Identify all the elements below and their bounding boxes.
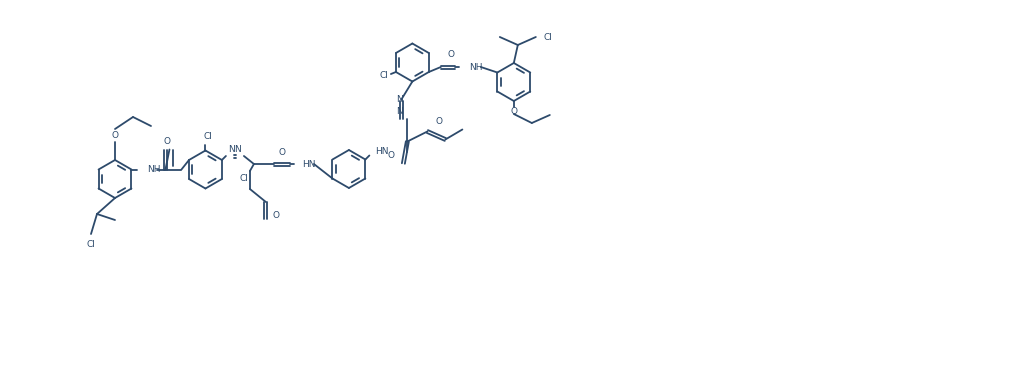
Text: Cl: Cl — [239, 174, 248, 183]
Text: O: O — [279, 148, 286, 157]
Text: NH: NH — [147, 165, 161, 174]
Text: N: N — [396, 95, 403, 104]
Text: O: O — [387, 151, 395, 160]
Text: Cl: Cl — [203, 132, 212, 141]
Text: O: O — [436, 117, 442, 126]
Text: O: O — [447, 49, 455, 59]
Text: N: N — [235, 144, 241, 154]
Text: O: O — [164, 137, 171, 146]
Text: O: O — [112, 131, 119, 139]
Text: N: N — [396, 107, 403, 116]
Text: HN: HN — [302, 160, 315, 168]
Text: Cl: Cl — [379, 72, 388, 81]
Text: NH: NH — [469, 62, 482, 72]
Text: Cl: Cl — [543, 33, 552, 42]
Text: O: O — [511, 106, 518, 115]
Text: O: O — [273, 210, 280, 220]
Text: Cl: Cl — [86, 240, 96, 249]
Text: HN: HN — [375, 147, 388, 156]
Text: N: N — [229, 144, 235, 154]
